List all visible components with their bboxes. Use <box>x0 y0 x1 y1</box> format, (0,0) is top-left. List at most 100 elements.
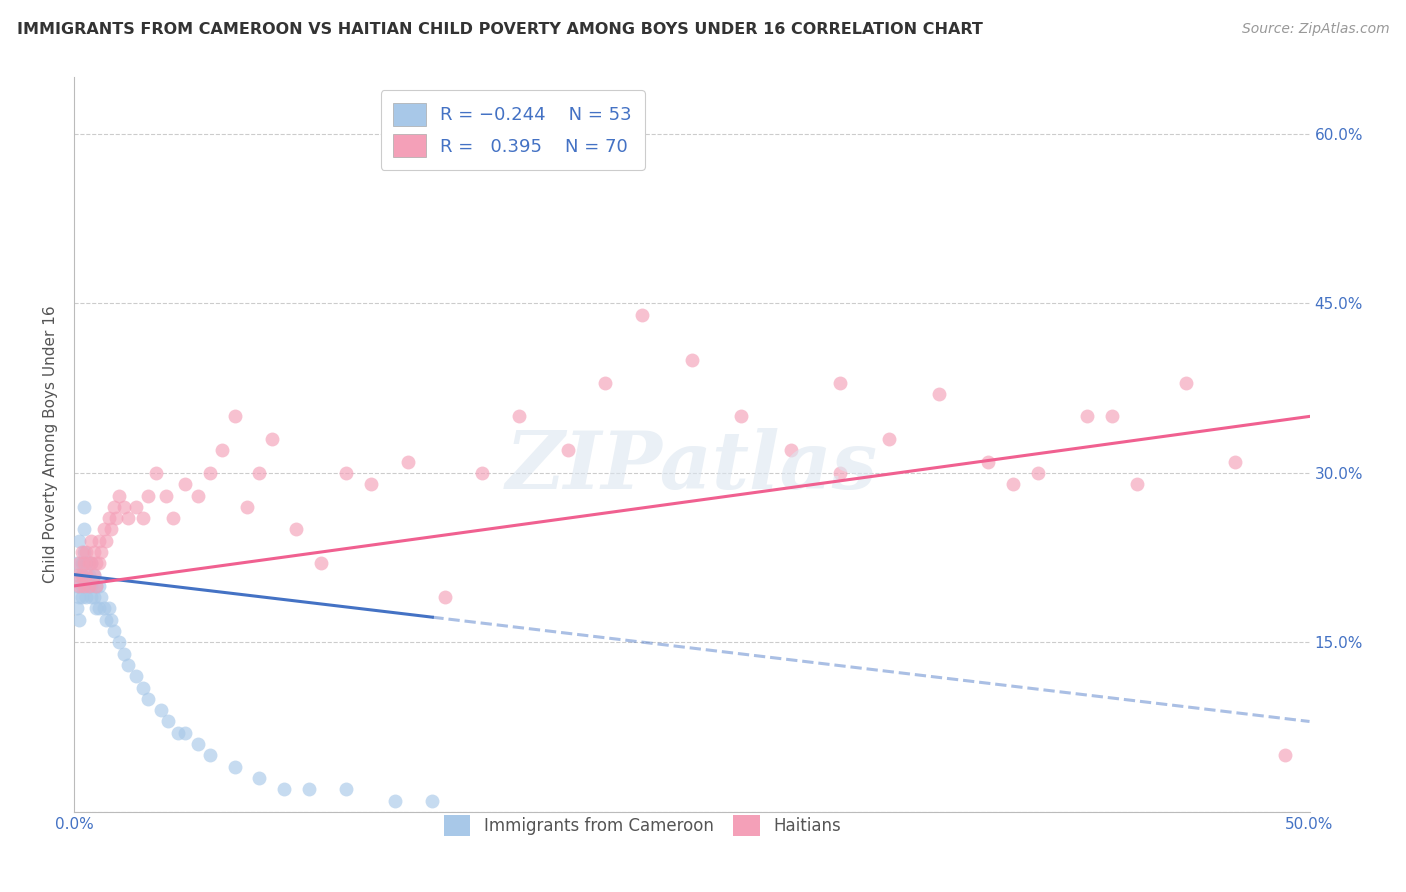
Point <box>87 533 110 548</box>
Point <box>90 545 112 559</box>
Point <box>125 669 148 683</box>
Point <box>75 591 97 605</box>
Point <box>67 567 90 582</box>
Point <box>1125 477 1147 491</box>
Point <box>132 681 155 695</box>
Point <box>508 409 530 424</box>
Point <box>211 443 233 458</box>
Point <box>80 533 103 548</box>
Point <box>928 386 950 401</box>
Point <box>80 557 103 571</box>
Point <box>87 579 110 593</box>
Point <box>681 352 703 367</box>
Point <box>67 557 90 571</box>
Point <box>83 591 105 605</box>
Point <box>631 308 654 322</box>
Point <box>67 579 90 593</box>
Point <box>97 511 120 525</box>
Point <box>828 376 851 390</box>
Point <box>80 591 103 605</box>
Point <box>273 782 295 797</box>
Point <box>65 557 87 571</box>
Point <box>187 737 209 751</box>
Point <box>167 726 190 740</box>
Point <box>103 624 125 639</box>
Point <box>103 500 125 514</box>
Point <box>335 782 357 797</box>
Point <box>67 591 90 605</box>
Point <box>260 432 283 446</box>
Point <box>977 454 1000 468</box>
Point <box>156 714 179 729</box>
Point <box>77 579 100 593</box>
Point <box>174 477 197 491</box>
Point <box>75 579 97 593</box>
Point <box>309 557 332 571</box>
Point <box>70 567 93 582</box>
Point <box>83 567 105 582</box>
Point <box>107 488 129 502</box>
Point <box>187 488 209 502</box>
Point <box>335 466 357 480</box>
Point <box>298 782 321 797</box>
Point <box>96 533 118 548</box>
Point <box>87 601 110 615</box>
Point <box>595 376 617 390</box>
Point <box>83 567 105 582</box>
Point <box>77 557 100 571</box>
Point <box>107 635 129 649</box>
Point <box>75 545 97 559</box>
Point <box>112 500 135 514</box>
Point <box>125 500 148 514</box>
Point <box>77 579 100 593</box>
Y-axis label: Child Poverty Among Boys Under 16: Child Poverty Among Boys Under 16 <box>44 306 58 583</box>
Point <box>105 511 128 525</box>
Point <box>198 466 221 480</box>
Point <box>1001 477 1024 491</box>
Point <box>1076 409 1098 424</box>
Point <box>73 557 96 571</box>
Point <box>136 488 159 502</box>
Point <box>83 545 105 559</box>
Point <box>174 726 197 740</box>
Point <box>87 557 110 571</box>
Point <box>70 579 93 593</box>
Point <box>80 579 103 593</box>
Point <box>1175 376 1198 390</box>
Point <box>70 567 93 582</box>
Point <box>433 591 456 605</box>
Point <box>224 760 246 774</box>
Point <box>93 601 115 615</box>
Point <box>73 522 96 536</box>
Point <box>70 557 93 571</box>
Point <box>285 522 308 536</box>
Point <box>100 522 122 536</box>
Point <box>247 466 270 480</box>
Point <box>779 443 801 458</box>
Point <box>162 511 184 525</box>
Point <box>65 601 87 615</box>
Point <box>70 545 93 559</box>
Point <box>112 647 135 661</box>
Point <box>396 454 419 468</box>
Point <box>96 613 118 627</box>
Point <box>117 511 139 525</box>
Point <box>73 500 96 514</box>
Point <box>149 703 172 717</box>
Point <box>471 466 494 480</box>
Point <box>1101 409 1123 424</box>
Point <box>132 511 155 525</box>
Point <box>384 794 406 808</box>
Point <box>198 748 221 763</box>
Point <box>80 557 103 571</box>
Point <box>86 557 108 571</box>
Point <box>90 591 112 605</box>
Point <box>557 443 579 458</box>
Point <box>136 692 159 706</box>
Point <box>236 500 259 514</box>
Point <box>1274 748 1296 763</box>
Point <box>86 601 108 615</box>
Legend: Immigrants from Cameroon, Haitians: Immigrants from Cameroon, Haitians <box>436 807 849 844</box>
Point <box>879 432 901 446</box>
Point <box>730 409 752 424</box>
